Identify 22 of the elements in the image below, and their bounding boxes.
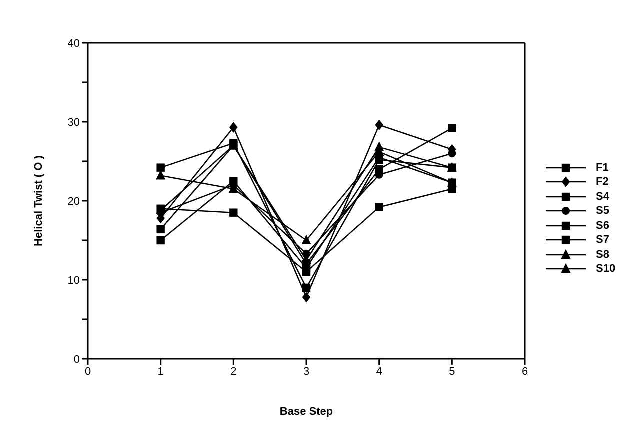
legend-label: S7 [596,234,610,246]
x-tick-label: 3 [303,366,310,378]
x-tick-label: 6 [522,366,528,378]
x-tick-label: 0 [84,366,92,378]
legend-label: S8 [596,248,610,261]
x-tick-label: 2 [230,366,237,378]
y-axis-title: Helical Twist ( O ) [32,155,45,246]
x-tick-label: 5 [449,366,456,378]
legend-label: S10 [596,263,616,276]
legend-label: S6 [596,220,610,232]
legend-label: F2 [596,176,609,188]
x-tick-label: 4 [376,366,382,378]
y-tick-label: 30 [68,116,80,129]
legend-label: S5 [596,205,610,218]
x-axis-title: Base Step [280,406,334,418]
legend-label: S4 [596,190,610,203]
y-tick-label: 0 [74,354,80,366]
legend-label: F1 [596,162,609,174]
x-tick-label: 1 [158,366,164,378]
y-tick-label: 10 [68,274,80,287]
y-tick-label: 20 [68,196,80,208]
y-tick-label: 40 [68,38,80,50]
